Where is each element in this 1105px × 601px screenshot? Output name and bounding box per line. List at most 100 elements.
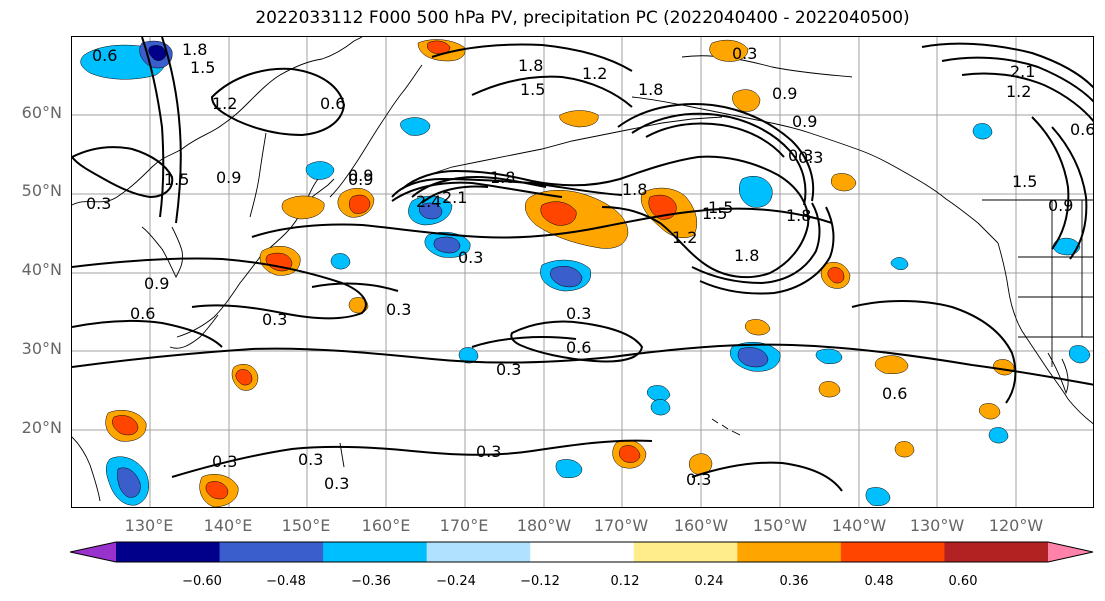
coastline-asia [72, 37, 363, 206]
contour-label: 0.3 [788, 146, 813, 165]
colorbar-segment [530, 542, 635, 562]
pv-contour [691, 461, 843, 492]
colorbar-segment [633, 542, 738, 562]
coastline-kamchatka [329, 64, 423, 198]
pv-contour [171, 439, 653, 478]
positive-anomaly [205, 481, 229, 500]
contour-label: 0.3 [86, 194, 111, 213]
contour-label: 1.2 [212, 94, 237, 113]
contour-label: 1.5 [190, 58, 215, 77]
negative-anomaly [148, 45, 167, 61]
pv-contour [510, 320, 644, 363]
pv-contour [645, 122, 785, 158]
negative-anomaly [1069, 345, 1091, 364]
negative-anomaly [555, 459, 583, 478]
lon-label: 120°W [988, 516, 1044, 535]
contour-label: 0.9 [144, 274, 169, 293]
contour-label: 0.9 [772, 84, 797, 103]
colorbar-tick-label: 0.48 [864, 574, 894, 589]
colorbar [70, 541, 1094, 563]
contour-label: 1.8 [622, 180, 647, 199]
positive-anomaly [827, 267, 845, 284]
contour-label: 1.5 [708, 198, 733, 217]
negative-anomaly [739, 176, 773, 208]
pv-contour-labels: 0.6 1.8 1.5 1.2 1.5 0.3 0.9 0.6 0.9 0.9 … [86, 40, 1093, 493]
negative-anomaly [988, 427, 1009, 444]
colorbar-extend-high [1048, 542, 1093, 562]
pv-contour [961, 72, 1093, 123]
contour-label: 0.3 [324, 474, 349, 493]
positive-anomaly [619, 445, 641, 463]
contour-label: 0.3 [476, 442, 501, 461]
map-canvas: 0.6 1.8 1.5 1.2 1.5 0.3 0.9 0.6 0.9 0.9 … [72, 37, 1093, 507]
positive-anomaly [559, 110, 599, 128]
contour-label: 0.3 [262, 310, 287, 329]
pv-contour [941, 56, 1093, 103]
colorbar-segment [737, 542, 842, 562]
lon-label: 150°E [281, 516, 331, 535]
pv-contour [631, 112, 807, 206]
lat-label: 60°N [21, 103, 62, 122]
pv-contour [1031, 116, 1070, 250]
negative-anomaly [400, 117, 431, 136]
colorbar-segment [219, 542, 324, 562]
pv-contour [401, 155, 810, 279]
negative-anomaly [737, 347, 769, 368]
coastline-philippines [72, 436, 101, 502]
negative-anomaly [647, 385, 671, 402]
coastline-aleutians [421, 116, 723, 178]
negative-anomaly [550, 266, 583, 288]
pv-contour [311, 282, 399, 292]
lon-label: 140°E [203, 516, 253, 535]
contour-label: 0.9 [348, 166, 373, 185]
contour-label: 1.5 [520, 80, 545, 99]
coastline-alaska [631, 96, 999, 244]
positive-anomaly [112, 415, 139, 436]
contour-label: 0.6 [130, 304, 155, 323]
pv-contour [72, 319, 223, 348]
lon-label: 160°E [361, 516, 411, 535]
colorbar-segment [323, 542, 428, 562]
coastline-baja [1047, 352, 1069, 395]
positive-anomaly [993, 359, 1015, 376]
contour-label: 0.3 [686, 470, 711, 489]
colorbar-segment [116, 542, 221, 562]
lat-label: 30°N [21, 339, 62, 358]
positive-anomaly [831, 173, 857, 192]
map-panel: 0.6 1.8 1.5 1.2 1.5 0.3 0.9 0.6 0.9 0.9 … [71, 36, 1094, 508]
colorbar-tick-label: 0.60 [948, 574, 978, 589]
pv-contour [391, 177, 623, 198]
lon-label: 170°E [439, 516, 489, 535]
pv-contour [141, 37, 165, 218]
pv-contour [72, 146, 174, 199]
contour-label: 0.3 [798, 148, 823, 167]
positive-anomaly [648, 194, 677, 220]
contour-label: 1.8 [518, 56, 543, 75]
contour-label: 1.8 [786, 206, 811, 225]
contour-label: 0.6 [566, 338, 591, 357]
contour-label: 0.9 [348, 170, 373, 189]
negative-anomaly [305, 161, 335, 180]
negative-anomaly [419, 202, 443, 220]
pv-contour [161, 37, 182, 224]
contour-label: 1.8 [734, 246, 759, 265]
lon-label: 170°W [593, 516, 649, 535]
contour-label: 0.6 [92, 46, 117, 65]
positive-anomaly [745, 319, 771, 336]
pv-contour [921, 42, 1093, 89]
contour-label: 1.5 [1012, 172, 1037, 191]
coastline-korea [141, 226, 183, 279]
contour-label: 2.1 [1010, 62, 1035, 81]
positive-anomaly [894, 441, 915, 458]
contour-label: 1.8 [638, 80, 663, 99]
positive-anomaly [540, 201, 577, 226]
pv-contour [391, 181, 563, 202]
contour-label: 0.9 [216, 168, 241, 187]
pv-contour [421, 185, 489, 204]
coastline-sakhalin [249, 132, 267, 218]
us-state-borders [1018, 200, 1093, 367]
lon-label: 130°W [909, 516, 965, 535]
positive-anomaly [265, 252, 293, 272]
contour-label: 0.6 [882, 384, 907, 403]
colorbar-tick-label: −0.12 [520, 574, 560, 589]
